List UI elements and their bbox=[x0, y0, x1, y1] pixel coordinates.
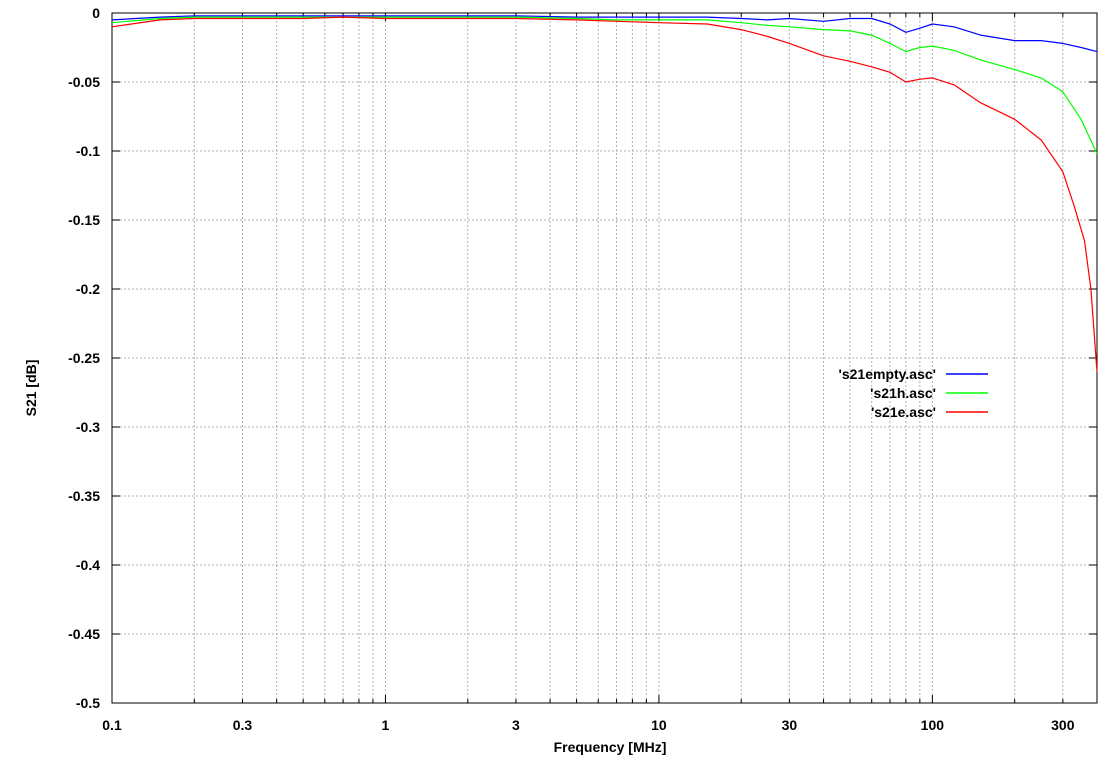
x-tick-label: 1 bbox=[382, 717, 390, 733]
x-tick-label: 300 bbox=[1051, 717, 1075, 733]
y-tick-label: -0.1 bbox=[76, 143, 100, 159]
x-tick-label: 0.3 bbox=[233, 717, 253, 733]
y-tick-label: 0 bbox=[92, 5, 100, 21]
y-tick-label: -0.5 bbox=[76, 695, 100, 711]
x-tick-label: 0.1 bbox=[102, 717, 122, 733]
y-tick-label: -0.3 bbox=[76, 419, 100, 435]
legend-label: 's21e.asc' bbox=[871, 404, 936, 420]
x-tick-label: 100 bbox=[921, 717, 945, 733]
y-axis-label: S21 [dB] bbox=[23, 360, 39, 417]
y-tick-label: -0.05 bbox=[68, 74, 100, 90]
x-axis-label: Frequency [MHz] bbox=[554, 739, 667, 755]
y-tick-label: -0.35 bbox=[68, 488, 100, 504]
x-tick-labels: 0.1 0.3 1 3 10 30 100 300 bbox=[102, 717, 1074, 733]
y-tick-label: -0.4 bbox=[76, 557, 100, 573]
y-tick-label: -0.15 bbox=[68, 212, 100, 228]
y-tick-labels: 0 -0.05 -0.1 -0.15 -0.2 -0.25 -0.3 -0.35 -0.4 -0.… bbox=[68, 5, 100, 711]
x-tick-label: 10 bbox=[651, 717, 667, 733]
series-line-s21empty-asc bbox=[111, 15, 1098, 53]
series-lines bbox=[111, 15, 1098, 372]
grid-lines bbox=[112, 13, 1097, 703]
y-tick-label: -0.2 bbox=[76, 281, 100, 297]
x-tick-label: 30 bbox=[782, 717, 798, 733]
series-line-s21e-asc bbox=[111, 16, 1098, 372]
series-line-s21h-asc bbox=[111, 16, 1098, 155]
legend-label: 's21empty.asc' bbox=[839, 366, 936, 382]
legend: 's21empty.asc' 's21h.asc' 's21e.asc' bbox=[839, 366, 988, 420]
y-tick-label: -0.45 bbox=[68, 626, 100, 642]
x-tick-label: 3 bbox=[512, 717, 520, 733]
tick-marks bbox=[112, 12, 1097, 704]
y-tick-label: -0.25 bbox=[68, 350, 100, 366]
legend-label: 's21h.asc' bbox=[870, 385, 936, 401]
